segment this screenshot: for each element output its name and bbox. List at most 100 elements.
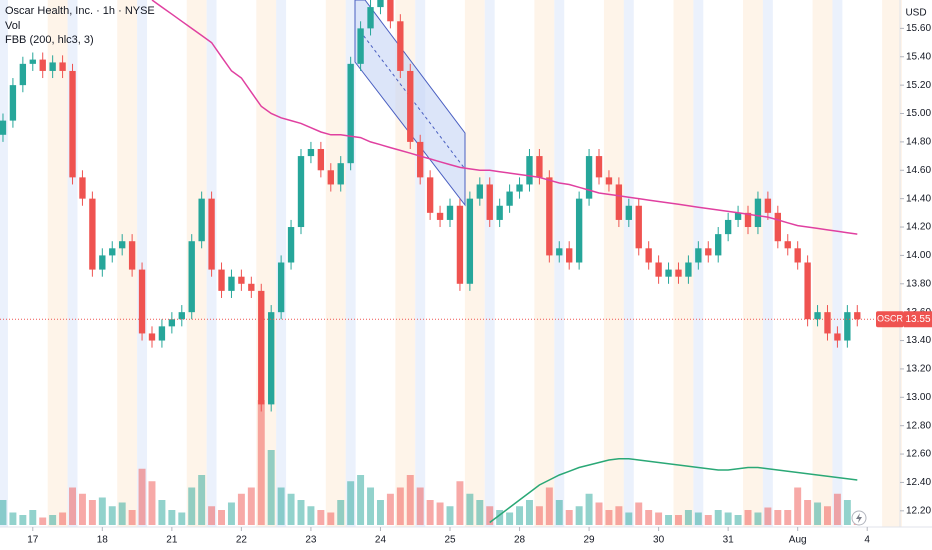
candle-body [655, 262, 662, 277]
volume-bar [118, 502, 126, 525]
x-tick-label: 17 [27, 535, 39, 546]
candle-body [228, 276, 235, 291]
price-tag: 13.55 [905, 314, 930, 325]
volume-bar [635, 502, 643, 525]
x-tick-label: Aug [789, 535, 807, 546]
volume-bar [237, 493, 245, 525]
volume-bar [744, 510, 752, 525]
session-band [743, 0, 763, 527]
y-tick-label: 13.80 [906, 278, 931, 289]
candle-body [367, 7, 374, 29]
session-band [325, 0, 346, 527]
candle-body [128, 241, 136, 270]
volume-bar [198, 475, 206, 525]
volume-bar [327, 512, 335, 525]
candle-body [575, 198, 583, 263]
fbb-line [151, 0, 858, 235]
volume-bar [804, 500, 812, 525]
candle-body [794, 248, 801, 263]
candle-body [764, 198, 772, 213]
candle-body [119, 241, 126, 249]
volume-bar [704, 515, 712, 525]
volume-bar [525, 500, 533, 525]
volume-bar [645, 510, 653, 525]
candle-body [526, 156, 533, 185]
volume-bar [416, 487, 424, 525]
y-tick-label: 12.80 [906, 420, 931, 431]
volume-bar [247, 487, 255, 525]
volume-bar [784, 510, 792, 525]
session-band [534, 0, 555, 527]
y-tick-label: 15.40 [906, 51, 931, 62]
volume-bar [287, 493, 295, 525]
candle-body [705, 248, 712, 256]
candle-body [426, 177, 434, 213]
volume-bar [496, 510, 504, 525]
volume-bar [426, 500, 434, 525]
volume-bar [138, 468, 146, 525]
candle-body [665, 269, 672, 277]
candle-body [456, 205, 464, 284]
x-tick-label: 29 [584, 535, 596, 546]
candle-body [218, 269, 225, 291]
volume-bar [188, 487, 196, 525]
volume-bar [655, 512, 663, 525]
y-tick-label: 15.20 [906, 80, 931, 91]
candle-body [168, 319, 176, 327]
candle-body [724, 219, 732, 235]
candle-body [516, 184, 523, 192]
candle-body [625, 205, 632, 220]
candle-body [307, 148, 315, 157]
candle-body [466, 198, 474, 284]
candle-body [337, 163, 344, 185]
x-tick-label: 21 [166, 535, 178, 546]
volume-bar [545, 487, 553, 525]
volume-bar [585, 493, 593, 525]
y-tick-label: 14.80 [906, 137, 931, 148]
volume-bar [267, 450, 275, 525]
volume-bar [257, 400, 265, 525]
volume-bar [734, 515, 742, 525]
candle-body [675, 269, 682, 277]
candle-body [536, 156, 543, 178]
candle-body [556, 248, 563, 256]
volume-bar [476, 500, 484, 525]
volume-bar [386, 493, 394, 525]
volume-bar [98, 497, 106, 525]
volume-bar [625, 512, 633, 525]
session-band [117, 0, 138, 527]
candle-body [287, 227, 295, 263]
session-band [484, 0, 495, 527]
session-band [345, 0, 356, 527]
x-tick-label: 23 [305, 535, 317, 546]
volume-bar [665, 515, 673, 525]
y-tick-label: 14.00 [906, 250, 931, 261]
candle-body [0, 120, 7, 135]
plot [0, 0, 900, 525]
x-tick-label: 4 [864, 535, 870, 546]
candle-body [198, 198, 205, 242]
volume-bar [218, 510, 225, 525]
candle-body [615, 184, 623, 220]
volume-bar [615, 506, 623, 525]
candle-body [476, 184, 483, 199]
candle-body [178, 312, 185, 320]
candle-body [19, 63, 27, 86]
candle-body [715, 234, 722, 256]
session-band [882, 0, 902, 527]
candle-body [635, 205, 642, 249]
volume-bar [535, 506, 543, 525]
volume-bar [595, 502, 603, 525]
candle-body [744, 212, 752, 228]
candle-body [397, 21, 404, 71]
candle-body [734, 212, 742, 220]
candle-body [436, 212, 444, 220]
volume-bar [833, 493, 841, 525]
volume-bar [436, 502, 444, 525]
volume-bar [446, 506, 454, 525]
x-tick-label: 28 [514, 535, 526, 546]
session-band [673, 0, 694, 527]
candle-body [645, 248, 652, 263]
candle-body [695, 248, 702, 263]
candle-body [297, 156, 305, 228]
